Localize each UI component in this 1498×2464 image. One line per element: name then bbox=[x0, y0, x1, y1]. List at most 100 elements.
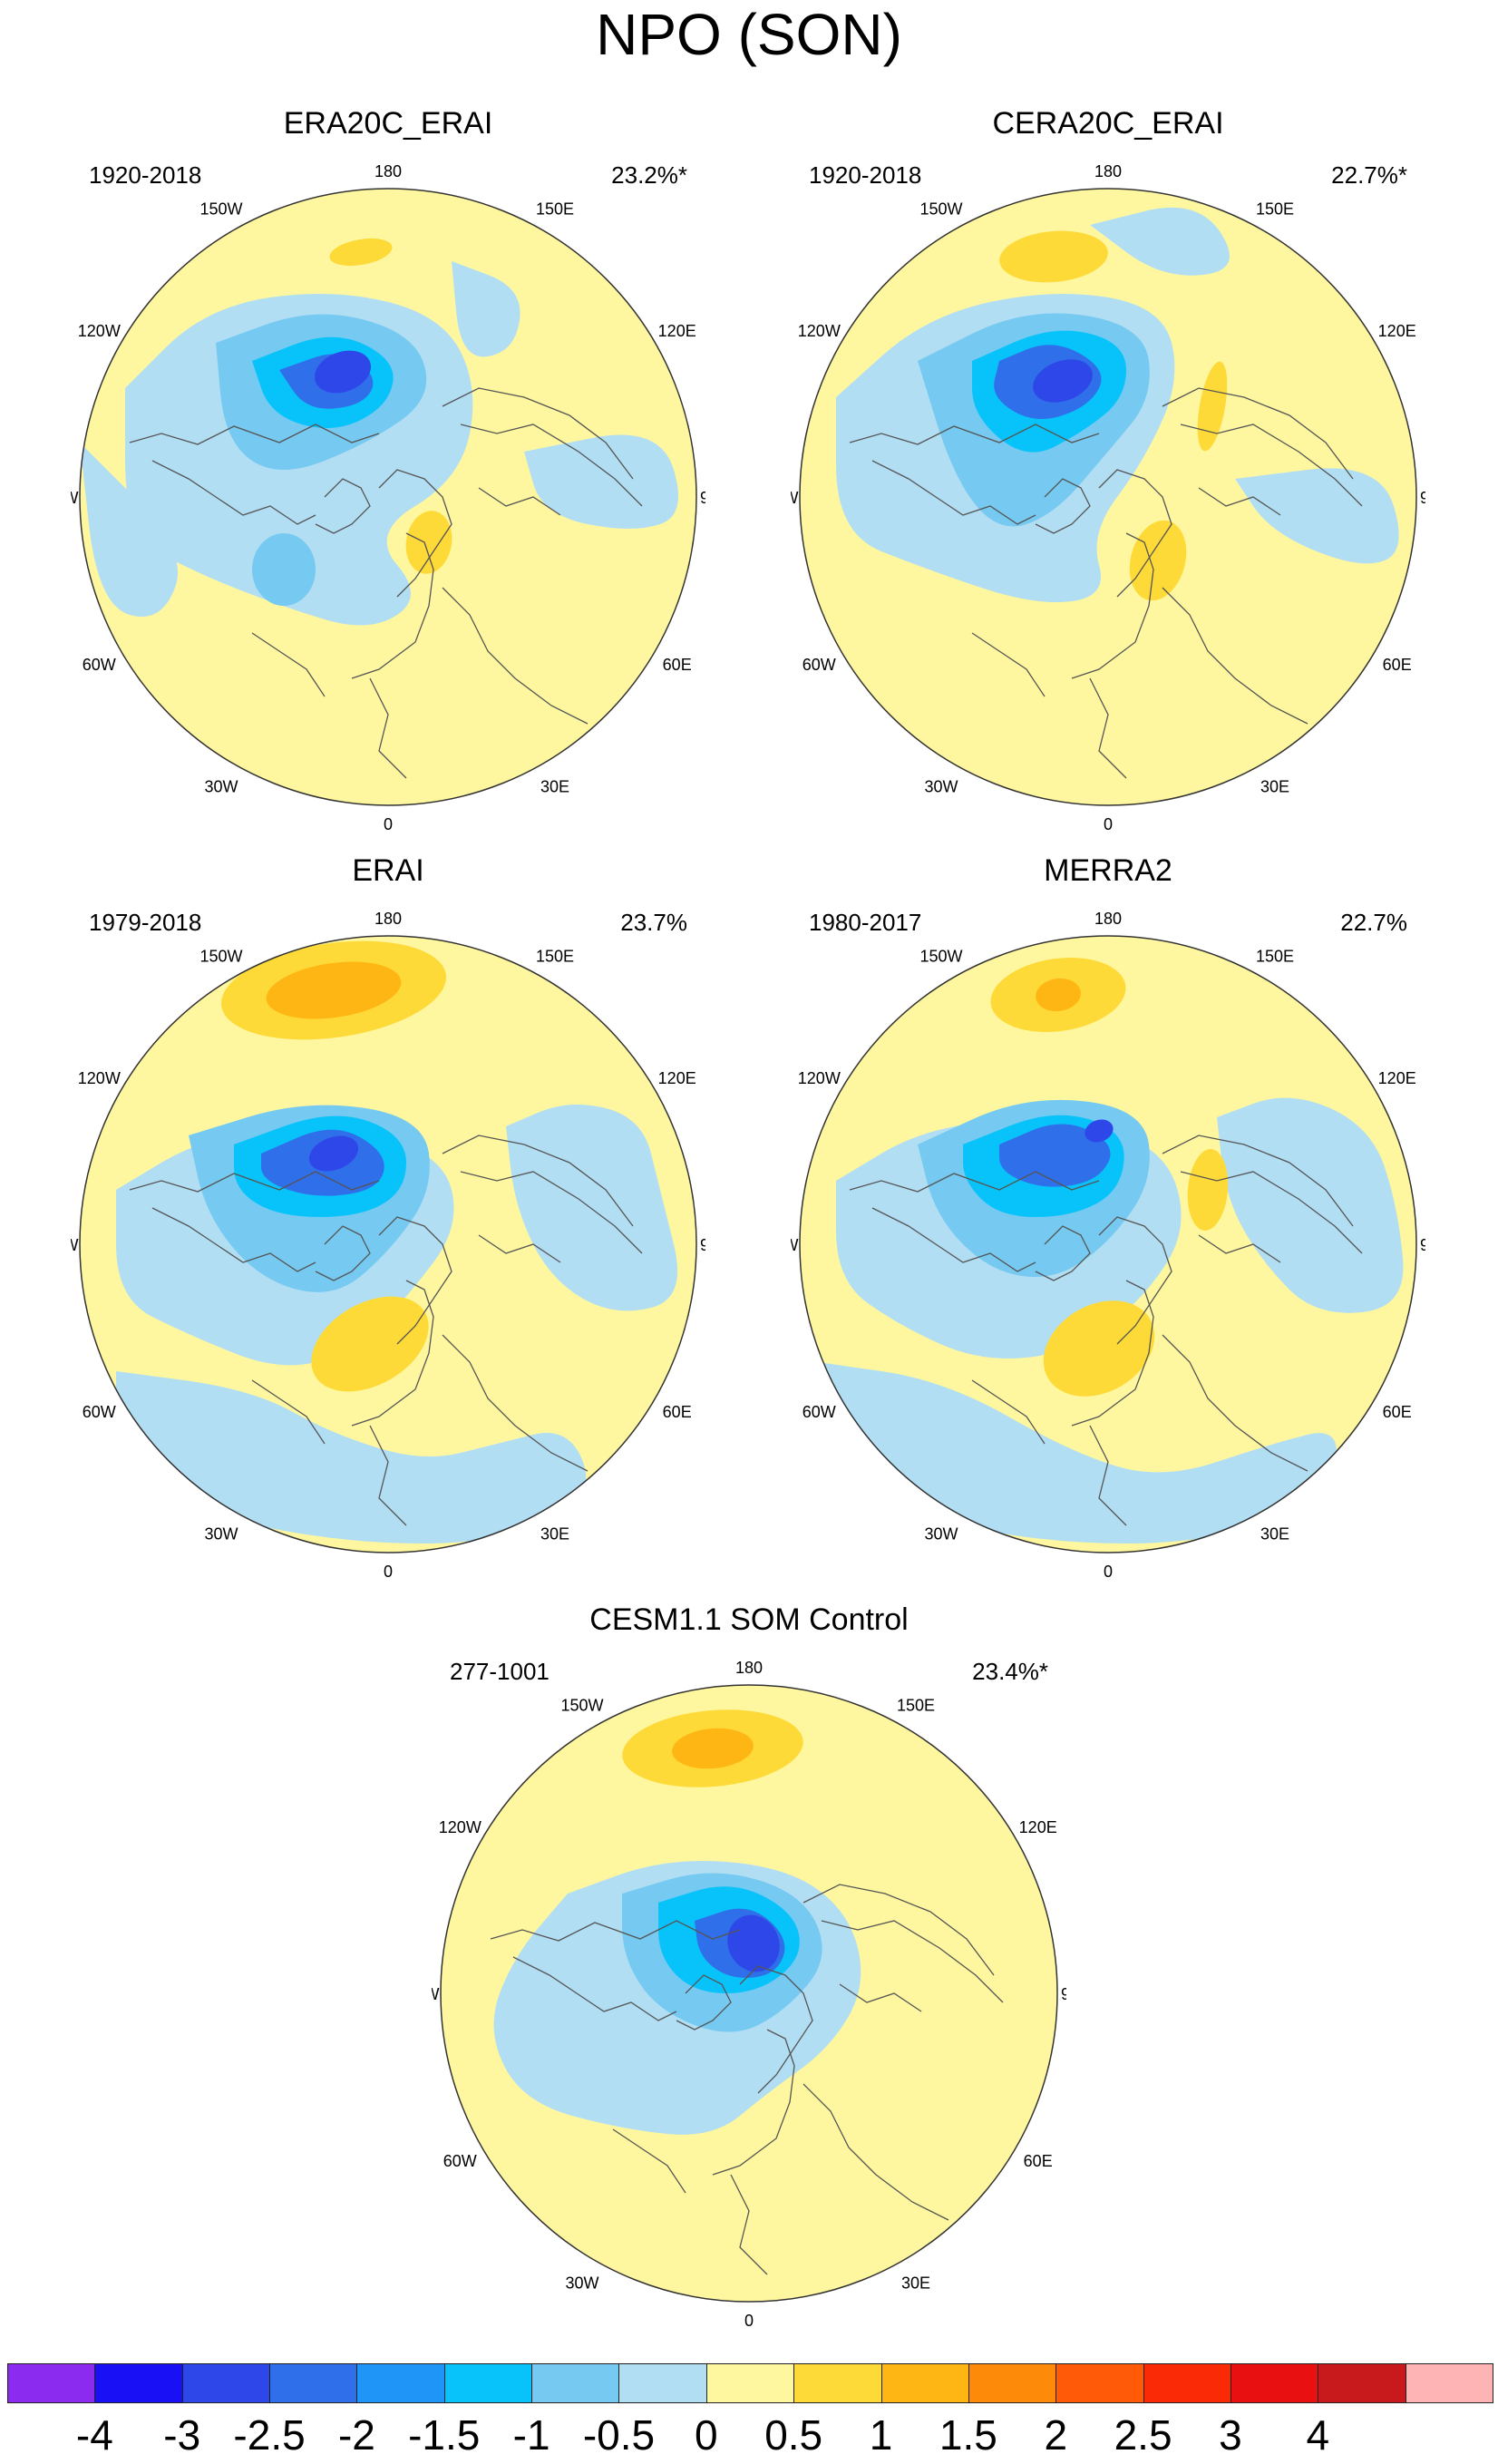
anomaly-region bbox=[1033, 359, 1093, 403]
longitude-label: 150W bbox=[560, 1696, 603, 1714]
longitude-label: 90W bbox=[432, 1985, 440, 2003]
colorbar-label: 4 bbox=[1306, 2411, 1330, 2459]
coastline bbox=[478, 487, 561, 516]
coastline bbox=[478, 1234, 561, 1263]
longitude-label: 60W bbox=[802, 1403, 836, 1421]
longitude-label: 120W bbox=[439, 1818, 482, 1836]
longitude-label: 180 bbox=[374, 162, 402, 180]
colorbar-label: 0.5 bbox=[764, 2411, 823, 2459]
coastline bbox=[1198, 487, 1281, 516]
anomaly-region bbox=[116, 1371, 587, 1544]
longitude-label: 120W bbox=[78, 1069, 121, 1087]
panel-variance: 23.2%* bbox=[611, 161, 687, 189]
colorbar-label: -1.5 bbox=[408, 2411, 481, 2459]
longitude-label: 120W bbox=[78, 322, 121, 340]
longitude-label: 90W bbox=[71, 1236, 79, 1254]
longitude-label: 150W bbox=[919, 200, 962, 218]
longitude-label: 180 bbox=[735, 1659, 763, 1677]
longitude-label: 60W bbox=[802, 656, 836, 674]
colorbar-swatch bbox=[1230, 2363, 1319, 2403]
anomaly-region bbox=[252, 533, 316, 606]
polar-map: 180 150E 120E 90E 60E 30E 0 30W 60W 90W 120W 150W bbox=[791, 910, 1425, 1578]
panel-variance: 23.7% bbox=[620, 909, 687, 936]
panel-title: CESM1.1 SOM Control bbox=[589, 1602, 909, 1637]
longitude-label: 0 bbox=[1104, 815, 1113, 831]
anomaly-region bbox=[80, 443, 178, 617]
longitude-label: 90E bbox=[1061, 1985, 1066, 2003]
anomaly-region bbox=[311, 1296, 429, 1392]
longitude-label: 90W bbox=[791, 489, 799, 507]
colorbar-swatch bbox=[618, 2363, 707, 2403]
anomaly-region bbox=[506, 1105, 678, 1311]
colorbar: -4 -3 -2.5 -2 -1.5 -1 -0.5 0 0.5 1 1.5 2 2.5 3 4 bbox=[7, 2363, 1493, 2459]
coastline bbox=[739, 1965, 813, 2094]
longitude-label: 150W bbox=[199, 200, 242, 218]
coastline bbox=[129, 1171, 380, 1193]
colorbar-label: 1 bbox=[869, 2411, 893, 2459]
colorbar-swatch bbox=[705, 2363, 795, 2403]
coastline bbox=[1098, 1216, 1172, 1345]
longitude-label: 180 bbox=[1094, 162, 1122, 180]
colorbar-swatch bbox=[94, 2363, 183, 2403]
coastline bbox=[1162, 587, 1308, 725]
longitude-label: 30E bbox=[540, 1525, 569, 1544]
map-boundary bbox=[79, 935, 697, 1553]
coastline bbox=[1180, 1171, 1363, 1254]
anomaly-region bbox=[818, 1362, 1337, 1544]
longitude-label: 90W bbox=[791, 1236, 799, 1254]
longitude-label: 150E bbox=[897, 1696, 935, 1714]
coastline bbox=[849, 1171, 1100, 1193]
colorbar-label: -2.5 bbox=[233, 2411, 306, 2459]
anomaly-region bbox=[1085, 1119, 1114, 1143]
map-boundary bbox=[440, 1684, 1058, 2303]
longitude-label: 30W bbox=[204, 1525, 238, 1544]
coastline bbox=[378, 1216, 452, 1345]
panel-period: 1980-2017 bbox=[809, 909, 922, 936]
anomaly-region bbox=[308, 1135, 359, 1172]
anomaly-region bbox=[524, 434, 678, 529]
anomaly-region bbox=[315, 350, 371, 394]
colorbar-swatch bbox=[269, 2363, 358, 2403]
anomaly-region bbox=[1129, 520, 1187, 601]
colorbar-label: 2.5 bbox=[1114, 2411, 1172, 2459]
coastline bbox=[1089, 1425, 1127, 1526]
map-boundary bbox=[799, 935, 1417, 1553]
anomaly-region bbox=[727, 1914, 780, 1972]
longitude-label: 30W bbox=[924, 778, 958, 796]
panel-variance: 23.4%* bbox=[972, 1658, 1048, 1685]
polar-map: 180 150E 120E 90E 60E 30E 0 30W 60W 90W 120W 150W bbox=[791, 162, 1425, 831]
colorbar-swatch bbox=[793, 2363, 882, 2403]
coastline bbox=[802, 1884, 995, 1976]
anomaly-region bbox=[672, 1728, 754, 1769]
longitude-label: 150E bbox=[536, 947, 574, 965]
coastline bbox=[315, 1225, 371, 1281]
coastline bbox=[971, 1379, 1046, 1445]
figure-title: NPO (SON) bbox=[596, 2, 902, 67]
panel-variance: 22.7%* bbox=[1331, 161, 1407, 189]
colorbar-swatch bbox=[968, 2363, 1057, 2403]
coastline bbox=[971, 632, 1046, 697]
longitude-label: 0 bbox=[384, 1563, 393, 1578]
panel-title: MERRA2 bbox=[1044, 853, 1172, 888]
longitude-label: 60E bbox=[1024, 2152, 1053, 2170]
coastline bbox=[151, 460, 316, 525]
colorbar-label: -2 bbox=[337, 2411, 375, 2459]
coastline bbox=[821, 1920, 1004, 2003]
map-panel-erai: ERAI 1979-2018 23.7% 180 150E 120E 90E 60E 30… bbox=[71, 852, 705, 1578]
colorbar-swatch bbox=[531, 2363, 620, 2403]
longitude-label: 90E bbox=[1420, 489, 1425, 507]
longitude-label: 60E bbox=[1383, 1403, 1412, 1421]
coastline bbox=[849, 424, 1100, 445]
coastline bbox=[730, 2174, 768, 2275]
colorbar-swatch bbox=[1405, 2363, 1493, 2403]
longitude-label: 60E bbox=[1383, 656, 1412, 674]
colorbar-label: -1 bbox=[512, 2411, 550, 2459]
anomaly-field bbox=[800, 936, 1416, 1553]
anomaly-region bbox=[1197, 361, 1228, 452]
anomaly-region bbox=[1090, 207, 1230, 276]
coastline bbox=[151, 1207, 316, 1272]
colorbar-label: 3 bbox=[1219, 2411, 1242, 2459]
coastline bbox=[251, 632, 326, 697]
coastline bbox=[802, 2083, 949, 2221]
colorbar-label: 0 bbox=[695, 2411, 718, 2459]
